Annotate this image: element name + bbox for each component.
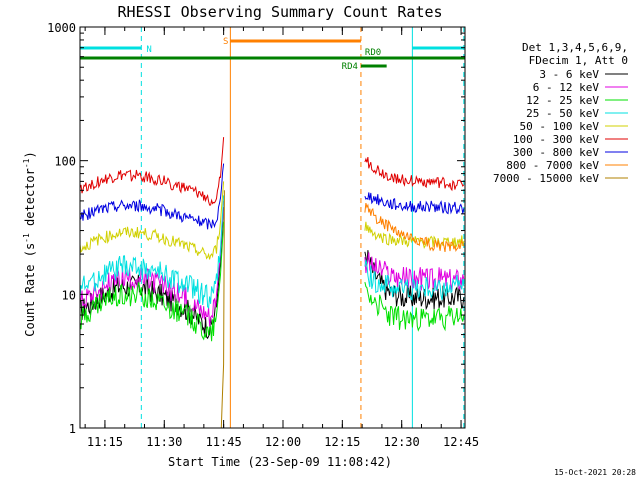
y-axis-label-sup1: -1 bbox=[22, 233, 31, 243]
series-line-4 bbox=[79, 181, 465, 260]
y-tick-label-1: 10 bbox=[62, 288, 76, 302]
x-tick-label-1: 11:30 bbox=[146, 435, 182, 449]
x-axis-label: Start Time (23-Sep-09 11:08:42) bbox=[168, 455, 392, 469]
y-axis-label-end: ) bbox=[23, 151, 37, 158]
footer-timestamp: 15-Oct-2021 20:28 bbox=[554, 468, 636, 477]
state-label-2: RD4 bbox=[342, 62, 358, 72]
y-axis-label-mid: detector bbox=[23, 168, 37, 233]
legend-label-5: 100 - 300 keV bbox=[513, 133, 599, 146]
legend-label-7: 800 - 7000 keV bbox=[506, 159, 599, 172]
x-tick-label-5: 12:30 bbox=[384, 435, 420, 449]
legend-header-0: Det 1,3,4,5,6,9, bbox=[522, 41, 628, 54]
state-label-0: S bbox=[223, 37, 228, 47]
series-line-7 bbox=[364, 202, 465, 252]
legend: Det 1,3,4,5,6,9,FDecim 1, Att 03 - 6 keV… bbox=[493, 41, 628, 185]
legend-label-1: 6 - 12 keV bbox=[533, 81, 600, 94]
x-tick-label-6: 12:45 bbox=[443, 435, 479, 449]
series-line-1 bbox=[79, 200, 465, 327]
y-tick-label-2: 100 bbox=[54, 155, 76, 169]
y-axis-label-main: Count Rate (s bbox=[23, 243, 37, 337]
legend-label-6: 300 - 800 keV bbox=[513, 146, 599, 159]
series-line-6 bbox=[79, 163, 465, 230]
state-label-1: RD0 bbox=[365, 48, 381, 58]
axis-frame bbox=[79, 26, 466, 429]
legend-label-0: 3 - 6 keV bbox=[539, 68, 599, 81]
legend-label-2: 12 - 25 keV bbox=[526, 94, 599, 107]
y-tick-label-0: 1 bbox=[69, 422, 76, 436]
series-line-2 bbox=[79, 221, 465, 342]
plot-area: N S RD0 RD4 bbox=[79, 27, 465, 429]
legend-label-8: 7000 - 15000 keV bbox=[493, 172, 599, 185]
y-axis-label: Count Rate (s-1 detector-1) bbox=[22, 151, 37, 336]
legend-header-1: FDecim 1, Att 0 bbox=[529, 54, 628, 67]
legend-label-4: 50 - 100 keV bbox=[520, 120, 600, 133]
y-tick-label-3: 1000 bbox=[47, 21, 76, 35]
series-line-8 bbox=[220, 190, 225, 429]
legend-label-3: 25 - 50 keV bbox=[526, 107, 599, 120]
chart-title: RHESSI Observing Summary Count Rates bbox=[117, 3, 442, 21]
series-line-3 bbox=[79, 195, 465, 309]
series-line-5 bbox=[79, 137, 465, 206]
x-tick-label-3: 12:00 bbox=[265, 435, 301, 449]
x-tick-label-0: 11:15 bbox=[87, 435, 123, 449]
x-tick-label-4: 12:15 bbox=[324, 435, 360, 449]
x-tick-label-2: 11:45 bbox=[206, 435, 242, 449]
attenuator-label-0: N bbox=[146, 45, 151, 55]
y-axis-label-sup2: -1 bbox=[22, 158, 31, 168]
axes: 1 10 100 1000 11:15 11:30 11:45 12:00 12:15 12:30… bbox=[47, 21, 479, 449]
